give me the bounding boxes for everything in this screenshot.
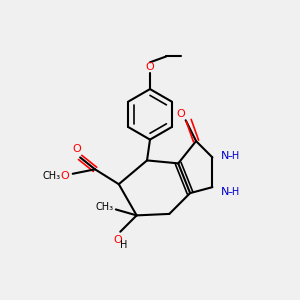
- Text: CH₃: CH₃: [42, 171, 60, 181]
- Text: H: H: [120, 240, 128, 250]
- Text: –H: –H: [228, 187, 240, 196]
- Text: O: O: [73, 144, 82, 154]
- Text: O: O: [60, 171, 69, 181]
- Text: O: O: [146, 62, 154, 72]
- Text: –H: –H: [228, 151, 240, 161]
- Text: N: N: [221, 187, 229, 196]
- Text: O: O: [177, 109, 186, 119]
- Text: N: N: [221, 151, 229, 161]
- Text: O: O: [113, 235, 122, 245]
- Text: CH₃: CH₃: [95, 202, 114, 212]
